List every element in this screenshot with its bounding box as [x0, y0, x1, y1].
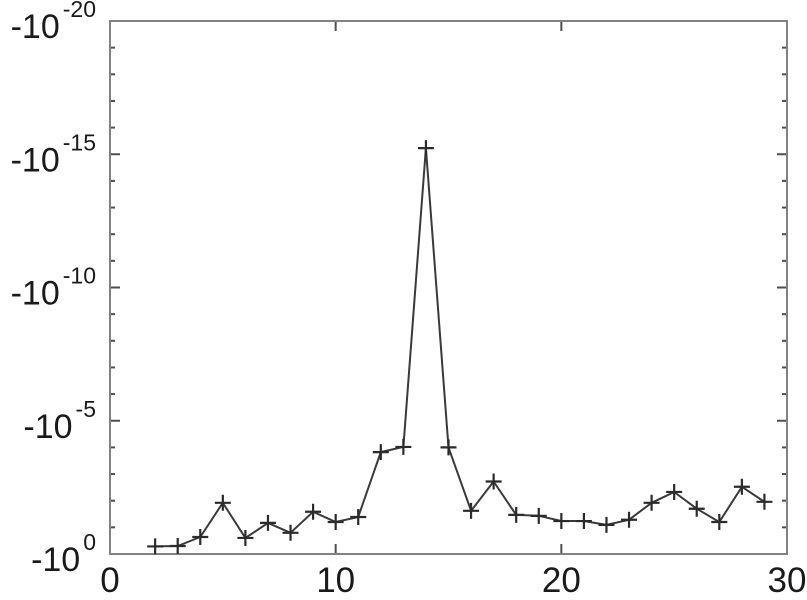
- data-point-marker: [259, 514, 276, 531]
- data-point-marker: [350, 509, 367, 526]
- data-point-marker: [463, 502, 480, 519]
- data-point-marker: [395, 438, 412, 455]
- data-point-marker: [169, 537, 186, 554]
- data-point-marker: [530, 507, 547, 524]
- y-tick-label: -10 -10: [11, 263, 96, 313]
- data-point-marker: [666, 483, 683, 500]
- data-point-marker: [282, 524, 299, 541]
- data-point-marker: [643, 494, 660, 511]
- y-tick-label: -10 -15: [11, 129, 96, 179]
- plot-box: [109, 20, 788, 555]
- data-point-marker: [711, 514, 728, 531]
- data-point-marker: [575, 513, 592, 530]
- data-point-marker: [417, 140, 434, 157]
- data-point-marker: [192, 528, 209, 545]
- x-tick-label: 0: [100, 561, 119, 600]
- data-point-marker: [621, 511, 638, 528]
- data-point-marker: [508, 506, 525, 523]
- data-line: [155, 147, 765, 548]
- data-point-marker: [372, 444, 389, 461]
- x-tick-label: 10: [316, 561, 355, 600]
- data-point-marker: [327, 514, 344, 531]
- data-point-marker: [305, 503, 322, 520]
- data-point-marker: [688, 500, 705, 517]
- data-point-marker: [756, 493, 773, 510]
- data-point-marker: [237, 529, 254, 546]
- y-tick-label: -10 -20: [11, 0, 96, 46]
- y-tick-label: -10 0: [31, 529, 96, 579]
- data-point-marker: [598, 516, 615, 533]
- data-point-marker: [733, 478, 750, 495]
- data-point-marker: [485, 473, 502, 490]
- data-point-marker: [147, 538, 164, 555]
- x-tick-label: 20: [542, 561, 581, 600]
- y-tick-label: -10 -5: [23, 396, 96, 446]
- data-point-marker: [440, 439, 457, 456]
- data-point-marker: [553, 513, 570, 530]
- data-point-marker: [214, 494, 231, 511]
- x-tick-label: 30: [768, 561, 807, 600]
